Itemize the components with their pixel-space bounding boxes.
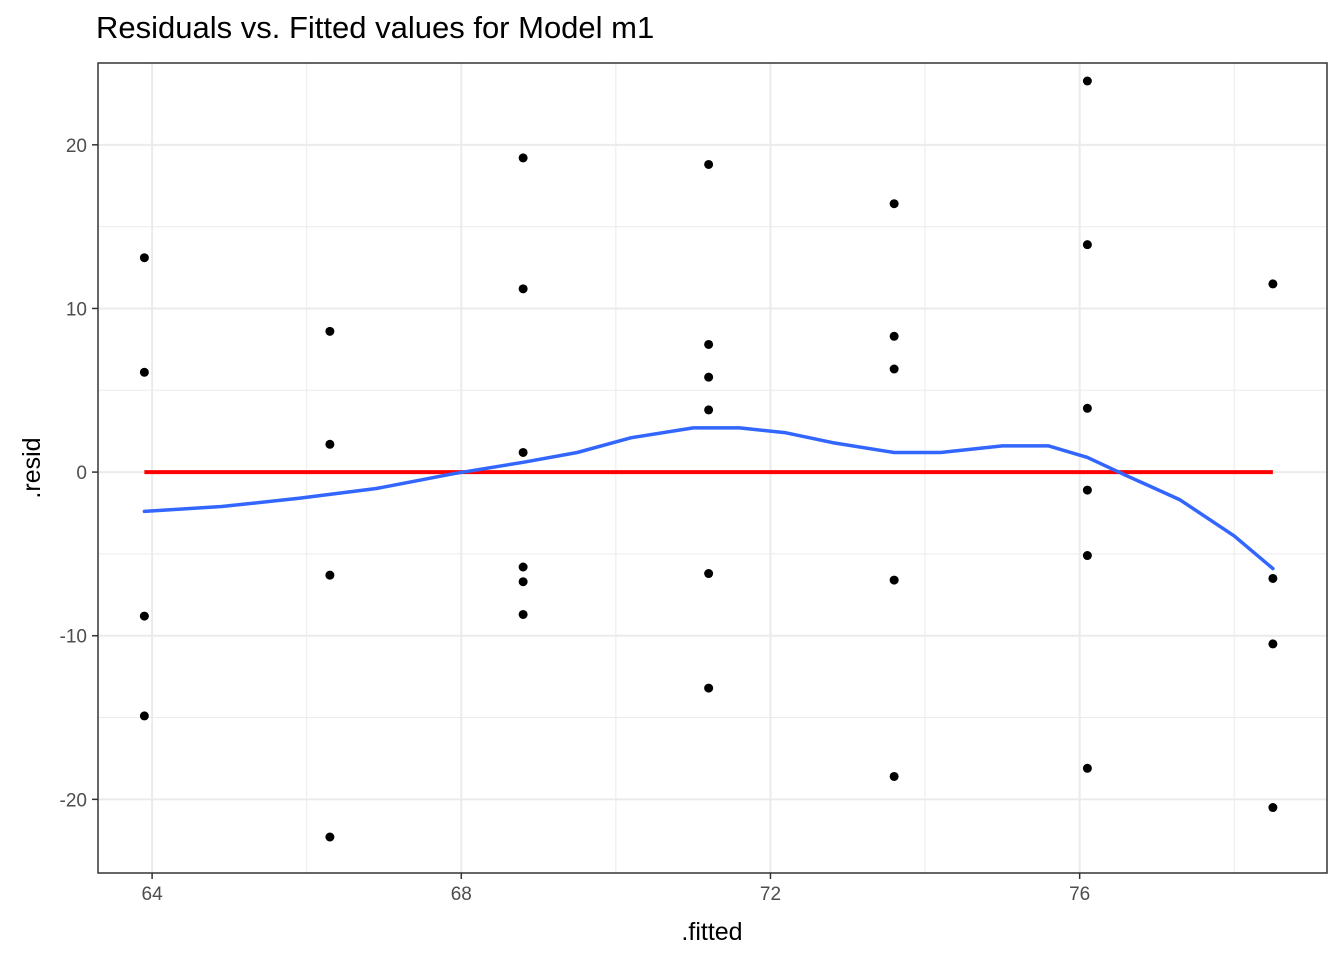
data-point xyxy=(325,439,335,449)
data-point xyxy=(139,611,149,621)
data-point xyxy=(1268,803,1278,813)
data-point xyxy=(325,570,335,580)
data-point xyxy=(1082,240,1092,250)
axes: 64 68 72 76 -20 -10 0 10 20 xyxy=(60,136,1091,905)
y-tick-label: 0 xyxy=(76,463,87,484)
data-point xyxy=(139,711,149,721)
data-point xyxy=(518,577,528,587)
data-point xyxy=(889,199,899,209)
y-tick-label: 10 xyxy=(66,299,87,320)
data-point xyxy=(704,683,714,693)
data-point xyxy=(704,339,714,349)
data-point xyxy=(518,284,528,294)
y-tick-label: -10 xyxy=(60,627,87,648)
data-point xyxy=(518,609,528,619)
grid xyxy=(98,63,1327,873)
data-point xyxy=(1268,279,1278,289)
data-point xyxy=(889,331,899,341)
data-point xyxy=(1082,551,1092,561)
data-point xyxy=(1268,573,1278,583)
data-point xyxy=(139,253,149,263)
points-layer xyxy=(139,76,1278,842)
y-tick-label: -20 xyxy=(60,790,87,811)
data-point xyxy=(139,367,149,377)
data-point xyxy=(889,364,899,374)
data-point xyxy=(1268,639,1278,649)
data-point xyxy=(518,447,528,457)
data-point xyxy=(704,372,714,382)
data-point xyxy=(704,569,714,579)
data-point xyxy=(889,575,899,585)
data-point xyxy=(1082,403,1092,413)
data-point xyxy=(704,405,714,415)
x-axis-title: .fitted xyxy=(681,918,742,946)
data-point xyxy=(518,562,528,572)
data-point xyxy=(1082,763,1092,773)
x-tick-label: 68 xyxy=(451,884,472,905)
data-point xyxy=(1082,76,1092,86)
data-point xyxy=(518,153,528,163)
data-point xyxy=(889,771,899,781)
data-point xyxy=(704,159,714,169)
y-tick-label: 20 xyxy=(66,136,87,157)
x-tick-label: 64 xyxy=(142,884,164,905)
y-axis-title: .resid xyxy=(18,437,46,498)
data-point xyxy=(1082,485,1092,495)
smooth-line xyxy=(142,426,1275,571)
x-tick-label: 76 xyxy=(1069,884,1090,905)
panel-border xyxy=(97,62,1328,874)
chart-title: Residuals vs. Fitted values for Model m1 xyxy=(96,10,655,45)
data-point xyxy=(325,832,335,842)
smooth-layer xyxy=(142,426,1275,571)
x-tick-label: 72 xyxy=(760,884,781,905)
data-point xyxy=(325,326,335,336)
